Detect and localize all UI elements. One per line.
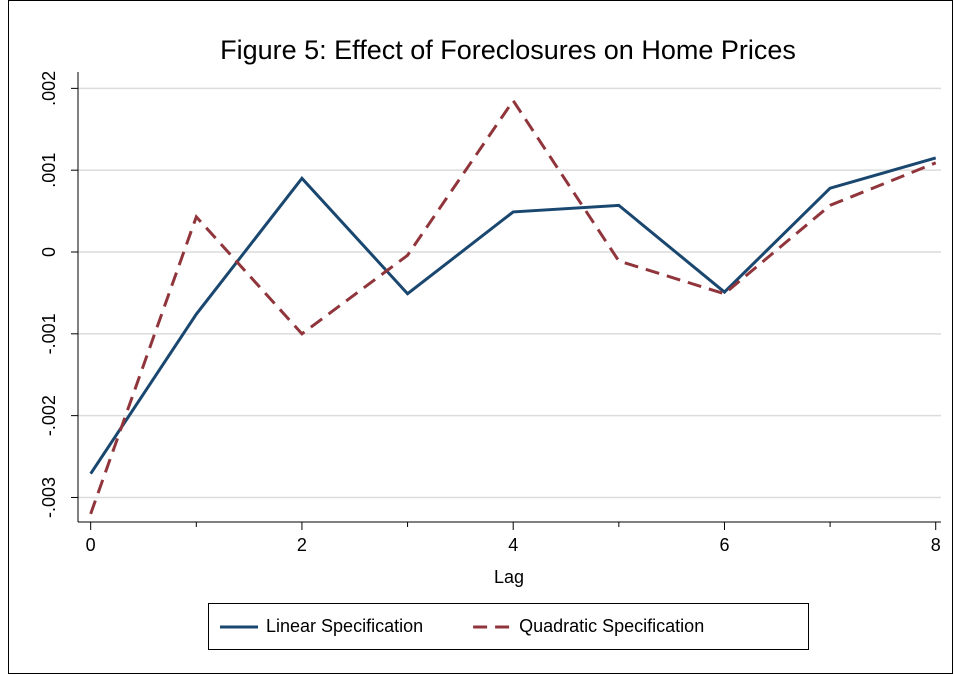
x-tick-label: 8 [931,535,941,555]
x-tick-label: 6 [719,535,729,555]
y-tick-label: -.003 [39,477,59,518]
x-axis-label: Lag [494,567,524,587]
y-tick-label: .001 [39,153,59,188]
x-tick-label: 2 [297,535,307,555]
frame [8,0,953,674]
y-tick-label: -.001 [39,313,59,354]
y-tick-label: -.002 [39,395,59,436]
legend-label: Quadratic Specification [519,616,704,636]
y-tick-label: 0 [39,247,59,257]
y-tick-label: .002 [39,71,59,106]
x-tick-label: 4 [508,535,518,555]
x-tick-label: 0 [86,535,96,555]
series-line [89,156,937,475]
chart-title: Figure 5: Effect of Foreclosures on Home… [220,35,796,65]
legend-label: Linear Specification [266,616,423,636]
